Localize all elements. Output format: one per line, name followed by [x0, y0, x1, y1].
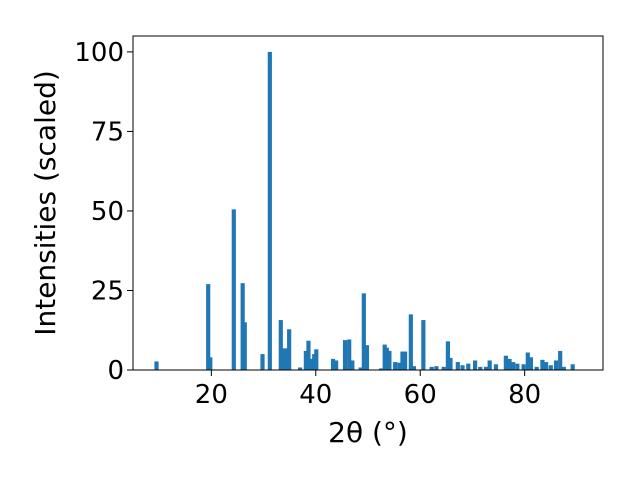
bar [361, 293, 366, 370]
bar [525, 352, 530, 370]
bars-group [154, 51, 575, 371]
bar [558, 350, 563, 370]
bar [472, 360, 478, 370]
bar [364, 345, 370, 370]
bar [242, 322, 247, 370]
x-tick-label: 40 [299, 380, 332, 410]
bar [543, 362, 549, 370]
bar [478, 366, 483, 370]
bar [342, 340, 348, 370]
bar [487, 360, 492, 370]
y-axis-label: Intensities (scaled) [29, 70, 62, 336]
bar [281, 348, 287, 370]
bar [287, 329, 292, 370]
bar [309, 358, 314, 370]
bar [400, 351, 405, 370]
bar [330, 358, 336, 370]
x-tick-label: 20 [195, 380, 228, 410]
bar [350, 360, 355, 370]
bar [334, 360, 339, 370]
bar [503, 355, 508, 370]
bar [445, 341, 450, 370]
y-tick-label: 50 [91, 197, 124, 227]
bar [397, 362, 402, 370]
bar [466, 363, 471, 370]
bar [521, 364, 526, 370]
bar [358, 367, 363, 370]
bar [434, 366, 439, 370]
bar [460, 365, 465, 370]
bar [387, 350, 392, 370]
bar [455, 362, 460, 370]
bar [534, 366, 539, 370]
bar [314, 349, 319, 370]
x-tick-label: 60 [404, 380, 437, 410]
bar [429, 366, 434, 370]
y-tick-label: 75 [91, 117, 124, 147]
bar [483, 366, 489, 370]
bar [570, 364, 575, 370]
bar [540, 359, 545, 370]
bar [411, 366, 417, 370]
bar [347, 339, 352, 370]
bar [493, 364, 499, 370]
plot-frame [132, 35, 604, 371]
bar [548, 365, 553, 370]
bar [448, 357, 453, 370]
bar [511, 362, 516, 370]
bar [561, 366, 566, 370]
bar [507, 358, 512, 370]
bar [260, 354, 265, 370]
bar [306, 340, 311, 370]
bar [208, 357, 213, 370]
bar [441, 366, 446, 370]
bar [303, 350, 308, 370]
bar [378, 368, 384, 370]
y-tick-label: 100 [74, 38, 124, 68]
bar [154, 361, 159, 370]
bar [515, 363, 520, 370]
x-axis-ticks: 20 40 60 80 [195, 370, 541, 410]
bar [402, 351, 408, 370]
bar [553, 360, 559, 370]
bar [231, 209, 236, 370]
bar [384, 347, 389, 370]
x-tick-label: 80 [508, 380, 541, 410]
bar [267, 51, 272, 371]
bar [298, 367, 303, 370]
x-axis-label: 2θ (°) [328, 416, 408, 449]
bar [206, 284, 211, 370]
bar [528, 357, 534, 370]
y-tick-label: 25 [91, 276, 124, 306]
y-axis-ticks: 0 25 50 75 100 [74, 38, 133, 386]
bar [393, 362, 398, 370]
bar [421, 320, 426, 370]
bar [408, 314, 413, 370]
bar [278, 320, 283, 370]
y-tick-label: 0 [107, 356, 124, 386]
